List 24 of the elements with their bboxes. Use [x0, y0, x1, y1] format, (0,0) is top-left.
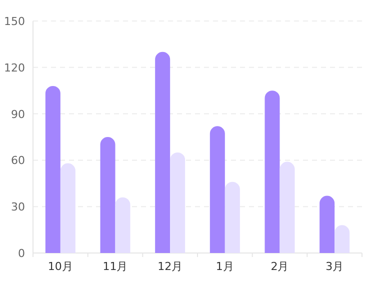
x-tick-label: 11月 [102, 260, 128, 273]
y-tick-label: 120 [4, 61, 25, 74]
y-tick-label: 0 [18, 247, 25, 260]
y-tick-label: 30 [11, 200, 25, 214]
bar [224, 182, 240, 253]
x-tick-label: 3月 [326, 260, 344, 273]
bar [170, 152, 186, 253]
x-tick-label: 1月 [216, 260, 234, 273]
y-tick-label: 150 [4, 15, 25, 28]
x-tick-label: 2月 [270, 260, 289, 273]
y-tick-label: 60 [11, 154, 25, 168]
bar [45, 86, 60, 253]
bar [115, 197, 130, 253]
bar [334, 225, 350, 253]
bar [320, 196, 335, 253]
bar [100, 137, 116, 253]
x-tick-label: 10月 [48, 260, 73, 273]
bar [210, 126, 225, 253]
y-tick-label: 90 [11, 108, 25, 121]
bar [280, 162, 295, 253]
bar [264, 90, 280, 253]
bar [155, 52, 170, 253]
bar [60, 163, 76, 253]
x-tick-label: 12月 [158, 260, 183, 273]
